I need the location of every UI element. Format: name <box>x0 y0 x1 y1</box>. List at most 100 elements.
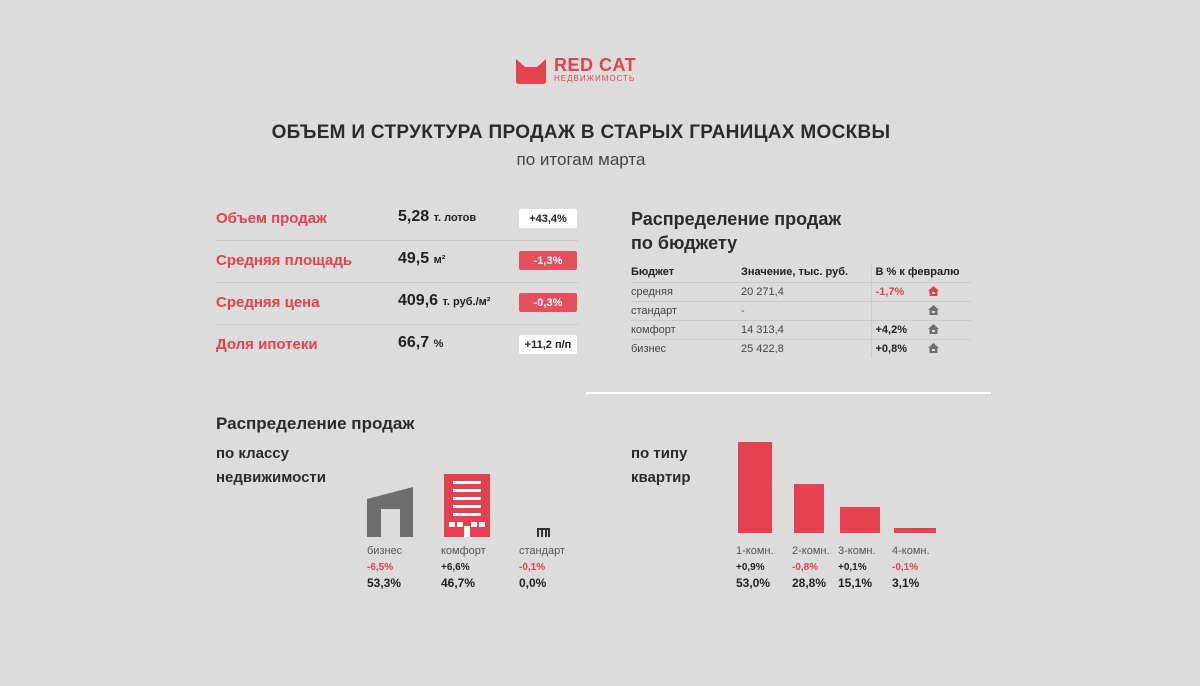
kpi-change-badge: -1,3% <box>519 251 577 270</box>
kpi-value: 5,28 т. лотов <box>398 208 476 226</box>
budget-change-cell: +0,8% <box>871 338 971 358</box>
budget-change-cell: +4,2% <box>871 319 971 339</box>
distribution-title: Распределение продаж <box>216 414 415 433</box>
kpi-number: 5,28 <box>398 208 430 225</box>
bar-value-label: 3,1% <box>892 576 920 590</box>
bar-value-label: 28,8% <box>792 576 827 590</box>
budget-title-line1: Распределение продаж <box>631 209 842 229</box>
budget-col-change: В % к февралю <box>875 266 960 279</box>
type-subtitle-line1: по типу <box>631 445 688 462</box>
class-subtitle: по классу недвижимости <box>216 442 326 490</box>
budget-row: стандарт - <box>631 300 971 320</box>
bar-1 <box>738 442 772 533</box>
class-change: +6,6% <box>441 562 470 573</box>
kpi-label: Объем продаж <box>216 210 327 227</box>
budget-title: Распределение продаж по бюджету <box>631 207 841 255</box>
budget-value: 25 422,8 <box>741 338 872 358</box>
budget-segment: комфорт <box>631 319 741 339</box>
kpi-number: 49,5 <box>398 250 430 267</box>
budget-change-wrap: +0,8% <box>876 343 922 355</box>
house-icon-red <box>927 285 939 296</box>
kpi-row: Средняя цена 409,6 т. руб./м² -0,3% <box>216 283 578 325</box>
kpi-row: Доля ипотеки 66,7 % +11,2 п/п <box>216 325 578 367</box>
budget-row: комфорт 14 313,4 +4,2% <box>631 319 971 339</box>
bar-change-label: -0,1% <box>892 562 919 573</box>
bar-category-label: 2-комн. <box>792 545 830 557</box>
bar-change-label: +0,1% <box>838 562 867 573</box>
class-share: 46,7% <box>441 576 476 590</box>
budget-table: Бюджет Значение, тыс. руб. В % к февралю… <box>631 265 971 358</box>
class-subtitle-line1: по классу <box>216 445 289 462</box>
kpi-value: 66,7 % <box>398 334 443 352</box>
budget-value: - <box>741 300 872 320</box>
class-label: бизнес <box>367 545 403 557</box>
red-cat-logo-icon <box>516 59 546 84</box>
bar-change-label: -0,8% <box>792 562 819 573</box>
bar-3 <box>840 507 880 533</box>
brand-name: RED CAT <box>554 55 637 75</box>
budget-col-segment: Бюджет <box>631 266 675 279</box>
kpi-unit: м² <box>433 254 446 266</box>
kpi-value: 49,5 м² <box>398 250 445 268</box>
kpi-number: 66,7 <box>398 334 430 351</box>
house-icon-gray <box>927 304 939 315</box>
kpi-change-badge: -0,3% <box>519 293 577 312</box>
page-title: ОБЪЕМ И СТРУКТУРА ПРОДАЖ В СТАРЫХ ГРАНИЦ… <box>271 122 891 143</box>
budget-title-line2: по бюджету <box>631 233 738 253</box>
budget-row: бизнес 25 422,8 +0,8% <box>631 338 971 358</box>
budget-change: -1,7% <box>875 285 905 298</box>
kpi-label: Доля ипотеки <box>216 336 318 353</box>
class-label: стандарт <box>519 545 566 557</box>
budget-col-value: Значение, тыс. руб. <box>741 265 872 282</box>
kpi-label: Средняя площадь <box>216 252 353 269</box>
class-label: комфорт <box>441 545 486 557</box>
class-subtitle-line2: недвижимости <box>216 469 326 486</box>
kpi-number: 409,6 <box>398 292 439 309</box>
bar-2 <box>794 484 824 533</box>
section-divider <box>586 392 991 394</box>
budget-segment: стандарт <box>631 300 741 320</box>
bar-category-label: 1-комн. <box>736 545 774 557</box>
bar-value-label: 15,1% <box>838 576 873 590</box>
kpi-value: 409,6 т. руб./м² <box>398 292 490 310</box>
kpi-unit: т. руб./м² <box>442 296 491 308</box>
type-subtitle: по типу квартир <box>631 442 691 490</box>
class-change: -0,1% <box>519 562 546 573</box>
bar-4 <box>894 528 936 533</box>
house-icon-gray <box>927 342 939 353</box>
type-subtitle-line2: квартир <box>631 469 691 486</box>
bar-category-label: 3-комн. <box>838 545 876 557</box>
brand-tagline: НЕДВИЖИМОСТЬ <box>554 74 636 83</box>
kpi-row: Средняя площадь 49,5 м² -1,3% <box>216 241 578 283</box>
budget-change-wrap: -1,7% <box>876 286 922 298</box>
budget-row: средняя 20 271,4 -1,7% <box>631 281 971 301</box>
budget-change-cell <box>871 300 971 320</box>
kpi-unit: т. лотов <box>433 212 477 224</box>
business-building-icon <box>367 487 413 537</box>
budget-change: +4,2% <box>875 323 908 336</box>
kpi-label: Средняя цена <box>216 294 320 311</box>
budget-table-header: Бюджет Значение, тыс. руб. В % к февралю <box>631 265 971 282</box>
page-subtitle: по итогам марта <box>516 150 646 169</box>
class-share: 0,0% <box>519 576 547 590</box>
bar-value-label: 53,0% <box>736 576 771 590</box>
kpi-row: Объем продаж 5,28 т. лотов +43,4% <box>216 199 578 241</box>
budget-value: 14 313,4 <box>741 319 872 339</box>
house-icon-gray <box>927 323 939 334</box>
budget-change-cell: -1,7% <box>871 281 971 301</box>
budget-segment: средняя <box>631 281 741 301</box>
bar-change-label: +0,9% <box>736 562 765 573</box>
class-change: -6,5% <box>367 562 394 573</box>
comfort-building-icon <box>444 474 490 537</box>
kpi-change-badge: +11,2 п/п <box>519 335 577 354</box>
kpi-unit: % <box>433 338 444 350</box>
budget-change-wrap: +4,2% <box>876 324 922 336</box>
kpi-change-badge: +43,4% <box>519 209 577 228</box>
class-share: 53,3% <box>367 576 402 590</box>
budget-segment: бизнес <box>631 338 741 358</box>
logo: RED CAT НЕДВИЖИМОСТЬ <box>516 56 636 84</box>
standard-building-icon <box>537 528 550 537</box>
budget-change: +0,8% <box>875 342 908 355</box>
bar-category-label: 4-комн. <box>892 545 930 557</box>
budget-value: 20 271,4 <box>741 281 872 301</box>
